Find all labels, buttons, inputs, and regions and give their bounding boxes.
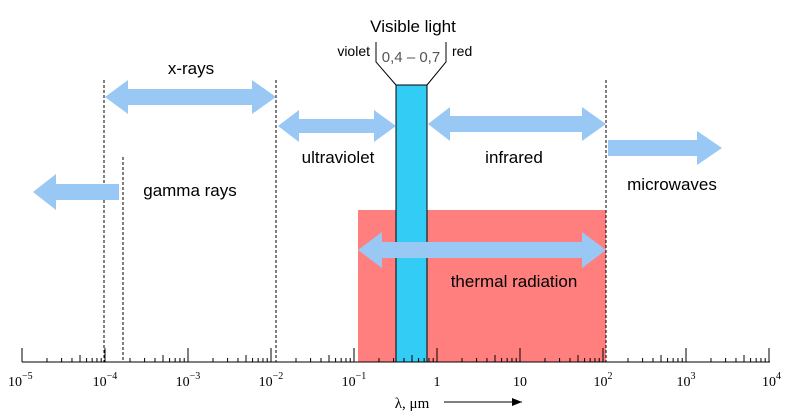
xrays-arrow — [105, 80, 276, 114]
visible-light-bar — [395, 84, 428, 363]
xrays-label: x-rays — [168, 59, 214, 78]
visible-range-label: 0,4 – 0,7 — [382, 49, 440, 66]
infrared-label: infrared — [485, 148, 543, 167]
axis-ticks — [21, 348, 770, 362]
direction-arrow — [444, 398, 522, 406]
axis-tick-label: 1 — [434, 375, 441, 390]
axis-tick-label: 10 — [513, 375, 527, 390]
boundary-lines — [103, 80, 607, 362]
axis-label: λ, μm — [395, 396, 430, 412]
axis-tick-label: 10−2 — [259, 371, 284, 390]
axis-tick-label: 10−3 — [176, 371, 201, 390]
microwaves-arrow — [608, 131, 722, 165]
violet-label: violet — [337, 43, 370, 59]
visible-bracket — [375, 42, 447, 86]
axis-tick-label: 104 — [762, 371, 781, 390]
band-arrows — [33, 80, 722, 268]
thermal-radiation-label: thermal radiation — [451, 272, 578, 291]
infrared-arrow — [428, 107, 606, 141]
microwaves-label: microwaves — [627, 175, 717, 194]
ultraviolet-label: ultraviolet — [302, 148, 375, 167]
axis-tick-label: 102 — [594, 371, 613, 390]
red-label: red — [452, 43, 472, 59]
visible-light-title: Visible light — [370, 17, 456, 36]
gamma-rays-label: gamma rays — [143, 181, 237, 200]
axis-tick-label: 10−5 — [8, 371, 33, 390]
thermal-arrow — [358, 232, 606, 268]
axis-tick-labels: 10−5 10−4 10−3 10−2 10−1 1 10 102 103 104 — [8, 371, 781, 390]
ultraviolet-arrow — [278, 110, 396, 142]
axis-tick-label: 10−1 — [342, 371, 367, 390]
axis-tick-label: 103 — [677, 371, 696, 390]
gamma-arrow — [33, 174, 119, 210]
axis-tick-label: 10−4 — [93, 371, 118, 390]
